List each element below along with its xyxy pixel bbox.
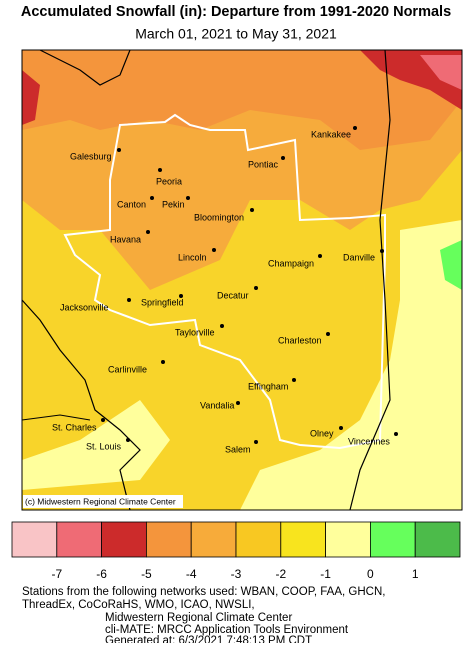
city-dot bbox=[127, 298, 131, 302]
city-label: Bloomington bbox=[194, 212, 244, 222]
map-frame bbox=[21, 49, 463, 511]
city-dot bbox=[150, 196, 154, 200]
city-label: Springfield bbox=[141, 297, 184, 307]
legend-tick-label: -1 bbox=[320, 567, 331, 581]
city-dot bbox=[126, 438, 130, 442]
footer: Stations from the following networks use… bbox=[22, 586, 385, 647]
city-label: Kankakee bbox=[311, 129, 351, 139]
city-label: Canton bbox=[117, 199, 146, 209]
city-label: Jacksonville bbox=[60, 302, 109, 312]
city-label: Peoria bbox=[156, 176, 182, 186]
city-dot bbox=[292, 378, 296, 382]
legend-tick-label: 1 bbox=[412, 567, 419, 581]
city-label: Carlinville bbox=[108, 364, 147, 374]
legend-swatch bbox=[145, 521, 192, 558]
city-label: Pontiac bbox=[248, 159, 279, 169]
state-line-east bbox=[349, 49, 391, 511]
region-light-yellow bbox=[240, 220, 462, 510]
city-label: Vandalia bbox=[200, 400, 234, 410]
credit-box bbox=[23, 495, 183, 508]
city-label: Lincoln bbox=[178, 252, 207, 262]
map: (c) Midwestern Regional Climate Center bbox=[21, 49, 463, 511]
city-label: Effingham bbox=[248, 381, 288, 391]
city-dot bbox=[212, 248, 216, 252]
title: Accumulated Snowfall (in): Departure fro… bbox=[21, 4, 451, 20]
city-label: Olney bbox=[310, 428, 334, 438]
city-label: Danville bbox=[343, 252, 375, 262]
legend-tick-label: -5 bbox=[141, 567, 152, 581]
legend-swatch bbox=[369, 521, 416, 558]
city-dot bbox=[318, 254, 322, 258]
legend-swatch bbox=[56, 521, 102, 558]
legend-swatch bbox=[414, 521, 461, 558]
legend: -7 -6 -5 -4 -3 -2 -1 0 1 bbox=[11, 521, 461, 581]
legend-tick-label: -7 bbox=[51, 567, 62, 581]
city-label: Havana bbox=[110, 234, 141, 244]
city-dot bbox=[161, 360, 165, 364]
river-northwest bbox=[39, 49, 131, 86]
city-dot bbox=[179, 294, 183, 298]
footer-line: ThreadEx, CoCoRaHS, WMO, ICAO, NWSLI, bbox=[22, 599, 255, 611]
legend-swatch bbox=[101, 521, 147, 558]
division-boundary bbox=[63, 113, 386, 450]
region-dark-orange bbox=[22, 50, 462, 150]
legend-swatch bbox=[325, 521, 371, 558]
city-dot bbox=[236, 401, 240, 405]
city-label: Galesburg bbox=[70, 151, 112, 161]
city-dot bbox=[158, 168, 162, 172]
region-green bbox=[440, 240, 462, 290]
city-dot bbox=[146, 230, 150, 234]
cities: Galesburg Peoria Canton Pekin Bloomington Pon… bbox=[52, 126, 398, 454]
city-label: Taylorville bbox=[175, 327, 215, 337]
city-dot bbox=[186, 196, 190, 200]
city-dot bbox=[339, 426, 343, 430]
city-dot bbox=[353, 126, 357, 130]
city-dot bbox=[281, 156, 285, 160]
city-label: Decatur bbox=[217, 290, 249, 300]
city-dot bbox=[250, 208, 254, 212]
city-dot bbox=[254, 440, 258, 444]
city-dot bbox=[101, 418, 105, 422]
city-label: St. Louis bbox=[86, 441, 122, 451]
legend-swatch bbox=[280, 521, 326, 558]
city-dot bbox=[254, 286, 258, 290]
state-line-west bbox=[21, 299, 141, 511]
legend-tick-label: -2 bbox=[275, 567, 286, 581]
city-dot bbox=[326, 332, 330, 336]
region-red-west bbox=[22, 70, 40, 125]
city-label: St. Charles bbox=[52, 422, 97, 432]
legend-tick-label: -3 bbox=[231, 567, 242, 581]
credit: (c) Midwestern Regional Climate Center bbox=[25, 496, 176, 506]
footer-line: cli-MATE: MRCC Application Tools Environ… bbox=[105, 624, 349, 636]
city-dot bbox=[394, 432, 398, 436]
legend-swatch bbox=[190, 521, 237, 558]
city-dot bbox=[220, 324, 224, 328]
footer-line: Midwestern Regional Climate Center bbox=[105, 612, 292, 624]
city-dot bbox=[117, 148, 121, 152]
subtitle: March 01, 2021 to May 31, 2021 bbox=[135, 26, 337, 42]
city-dot bbox=[380, 249, 384, 253]
region-pink bbox=[420, 55, 462, 90]
legend-tick-label: -6 bbox=[96, 567, 107, 581]
city-label: Champaign bbox=[268, 258, 314, 268]
river-missouri bbox=[21, 414, 91, 421]
city-label: Vincennes bbox=[348, 436, 390, 446]
legend-swatch bbox=[11, 521, 58, 558]
footer-line: Stations from the following networks use… bbox=[22, 586, 385, 598]
footer-line: Generated at: 6/3/2021 7:48:13 PM CDT bbox=[105, 635, 312, 643]
region-light-yellow-west bbox=[22, 400, 170, 490]
city-label: Salem bbox=[225, 444, 251, 454]
legend-tick-label: 0 bbox=[367, 567, 374, 581]
legend-tick-label: -4 bbox=[186, 567, 197, 581]
legend-swatch bbox=[235, 521, 282, 558]
city-label: Pekin bbox=[162, 199, 185, 209]
city-label: Charleston bbox=[278, 335, 322, 345]
